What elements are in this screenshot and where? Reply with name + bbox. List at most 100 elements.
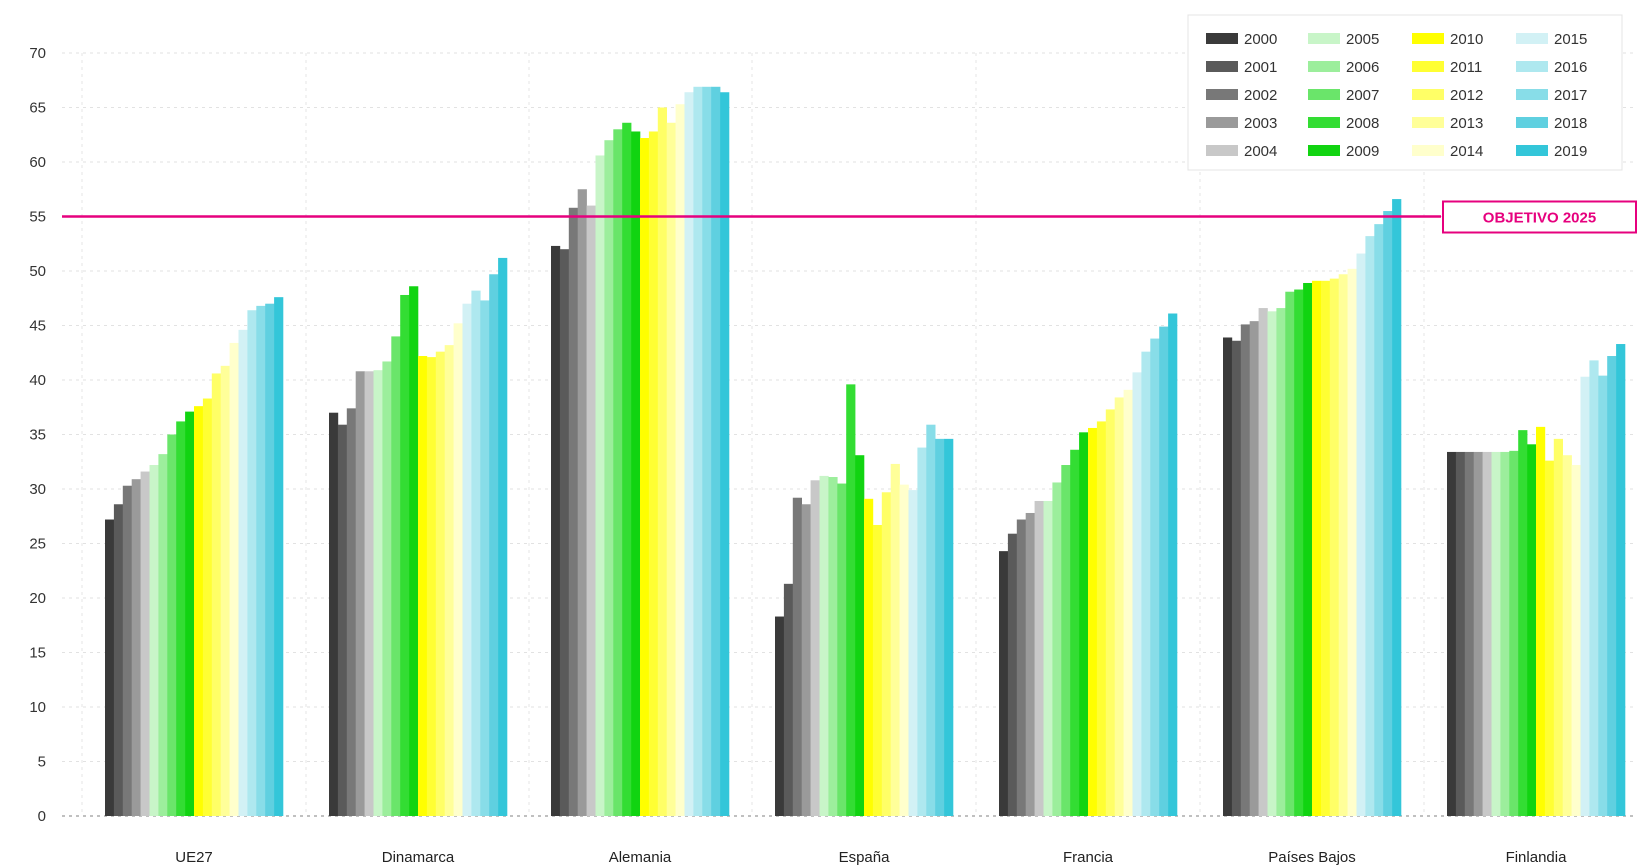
legend-label-2017: 2017	[1554, 87, 1587, 104]
bar-Dinamarca-2009	[409, 286, 419, 816]
bar-Dinamarca-2012	[435, 351, 445, 816]
bar-España-2012	[881, 492, 891, 816]
bar-Dinamarca-2007	[391, 336, 401, 816]
bar-Francia-2013	[1114, 397, 1124, 816]
bar-España-2008	[846, 384, 856, 816]
legend-swatch-2007	[1308, 89, 1340, 100]
y-tick-label: 45	[29, 318, 46, 335]
y-tick-label: 25	[29, 536, 46, 553]
bar-Alemania-2015	[684, 92, 694, 817]
bar-España-2010	[864, 498, 874, 816]
bar-Alemania-2005	[595, 155, 605, 816]
bar-Finlandia-2016	[1589, 360, 1599, 816]
legend-label-2019: 2019	[1554, 143, 1587, 160]
bar-Países Bajos-2009	[1303, 282, 1313, 816]
legend-swatch-2015	[1516, 33, 1548, 44]
legend-swatch-2005	[1308, 33, 1340, 44]
legend-label-2016: 2016	[1554, 59, 1587, 76]
bar-Finlandia-2015	[1580, 376, 1590, 816]
bar-Países Bajos-2008	[1294, 289, 1304, 816]
bar-Países Bajos-2004	[1258, 308, 1268, 816]
x-axis: UE27 Dinamarca Alemania España Francia Países…	[175, 849, 1567, 866]
x-tick-label: Alemania	[609, 849, 672, 866]
bar-Alemania-2001	[559, 249, 570, 816]
bar-UE27-2003	[131, 479, 141, 816]
bar-Dinamarca-2019	[498, 257, 508, 816]
bar-Finlandia-2008	[1518, 430, 1528, 816]
bar-Francia-2010	[1088, 427, 1098, 816]
bar-UE27-2006	[158, 454, 168, 816]
bar-UE27-2001	[113, 504, 124, 816]
bar-Países Bajos-2017	[1374, 224, 1384, 816]
y-tick-label: 10	[29, 699, 46, 716]
legend-label-2018: 2018	[1554, 115, 1587, 132]
legend-label-2003: 2003	[1244, 115, 1277, 132]
bar-Alemania-2019	[720, 92, 730, 817]
bar-Dinamarca-2001	[337, 424, 348, 816]
legend-label-2006: 2006	[1346, 59, 1379, 76]
bar-España-2019	[944, 438, 954, 816]
legend-label-2009: 2009	[1346, 143, 1379, 160]
bar-Dinamarca-2004	[364, 371, 374, 816]
bar-UE27-2002	[122, 485, 132, 816]
bar-Países Bajos-2001	[1231, 340, 1242, 816]
legend-label-2010: 2010	[1450, 31, 1483, 48]
legend-swatch-2003	[1206, 117, 1238, 128]
legend-swatch-2013	[1412, 117, 1444, 128]
bar-Francia-2003	[1025, 512, 1035, 816]
bar-Alemania-2018	[711, 86, 721, 817]
target-label: OBJETIVO 2025	[1483, 210, 1596, 227]
legend-swatch-2002	[1206, 89, 1238, 100]
y-tick-label: 65	[29, 100, 46, 117]
bar-Francia-2019	[1168, 313, 1178, 816]
bar-Dinamarca-2010	[418, 356, 428, 816]
bar-Francia-2006	[1052, 482, 1062, 816]
bar-Dinamarca-2013	[444, 345, 454, 816]
legend-swatch-2008	[1308, 117, 1340, 128]
bar-Alemania-2004	[586, 205, 596, 817]
bar-UE27-2000	[105, 519, 115, 816]
bar-UE27-2013	[220, 365, 230, 816]
legend-swatch-2018	[1516, 117, 1548, 128]
bar-UE27-2011	[202, 398, 213, 816]
bar-Francia-2018	[1159, 326, 1169, 816]
bar-España-2014	[899, 484, 909, 816]
legend-label-2001: 2001	[1244, 59, 1277, 76]
bar-Países Bajos-2018	[1383, 211, 1393, 817]
legend-label-2013: 2013	[1450, 115, 1483, 132]
legend-label-2000: 2000	[1244, 31, 1277, 48]
bar-Países Bajos-2019	[1392, 199, 1402, 816]
bar-España-2005	[819, 475, 829, 816]
bar-España-2018	[935, 438, 945, 816]
bar-Finlandia-2007	[1509, 450, 1519, 816]
bar-UE27-2004	[140, 471, 150, 816]
legend-swatch-2009	[1308, 145, 1340, 156]
bar-UE27-2007	[167, 434, 177, 816]
bar-España-2011	[872, 524, 883, 816]
y-tick-label: 55	[29, 209, 46, 226]
y-tick-label: 20	[29, 590, 46, 607]
bar-Dinamarca-2005	[373, 370, 383, 816]
bar-Dinamarca-2002	[346, 408, 356, 816]
y-tick-label: 50	[29, 263, 46, 280]
legend-swatch-2016	[1516, 61, 1548, 72]
bar-España-2009	[855, 455, 865, 816]
bar-Finlandia-2002	[1464, 451, 1474, 816]
y-tick-label: 0	[38, 808, 46, 825]
legend-label-2005: 2005	[1346, 31, 1379, 48]
bar-Países Bajos-2011	[1320, 280, 1331, 816]
bar-España-2004	[810, 480, 820, 816]
y-tick-label: 15	[29, 645, 46, 662]
legend-swatch-2012	[1412, 89, 1444, 100]
bar-UE27-2018	[265, 303, 275, 816]
bar-Finlandia-2004	[1482, 451, 1492, 816]
bar-España-2015	[908, 490, 918, 816]
bar-Finlandia-2017	[1598, 375, 1608, 816]
bar-Dinamarca-2014	[453, 323, 463, 816]
bar-Francia-2007	[1061, 465, 1071, 816]
bar-Francia-2009	[1079, 432, 1089, 816]
bar-Finlandia-2014	[1571, 465, 1581, 816]
bar-España-2006	[828, 477, 838, 816]
bar-Finlandia-2012	[1553, 438, 1563, 816]
